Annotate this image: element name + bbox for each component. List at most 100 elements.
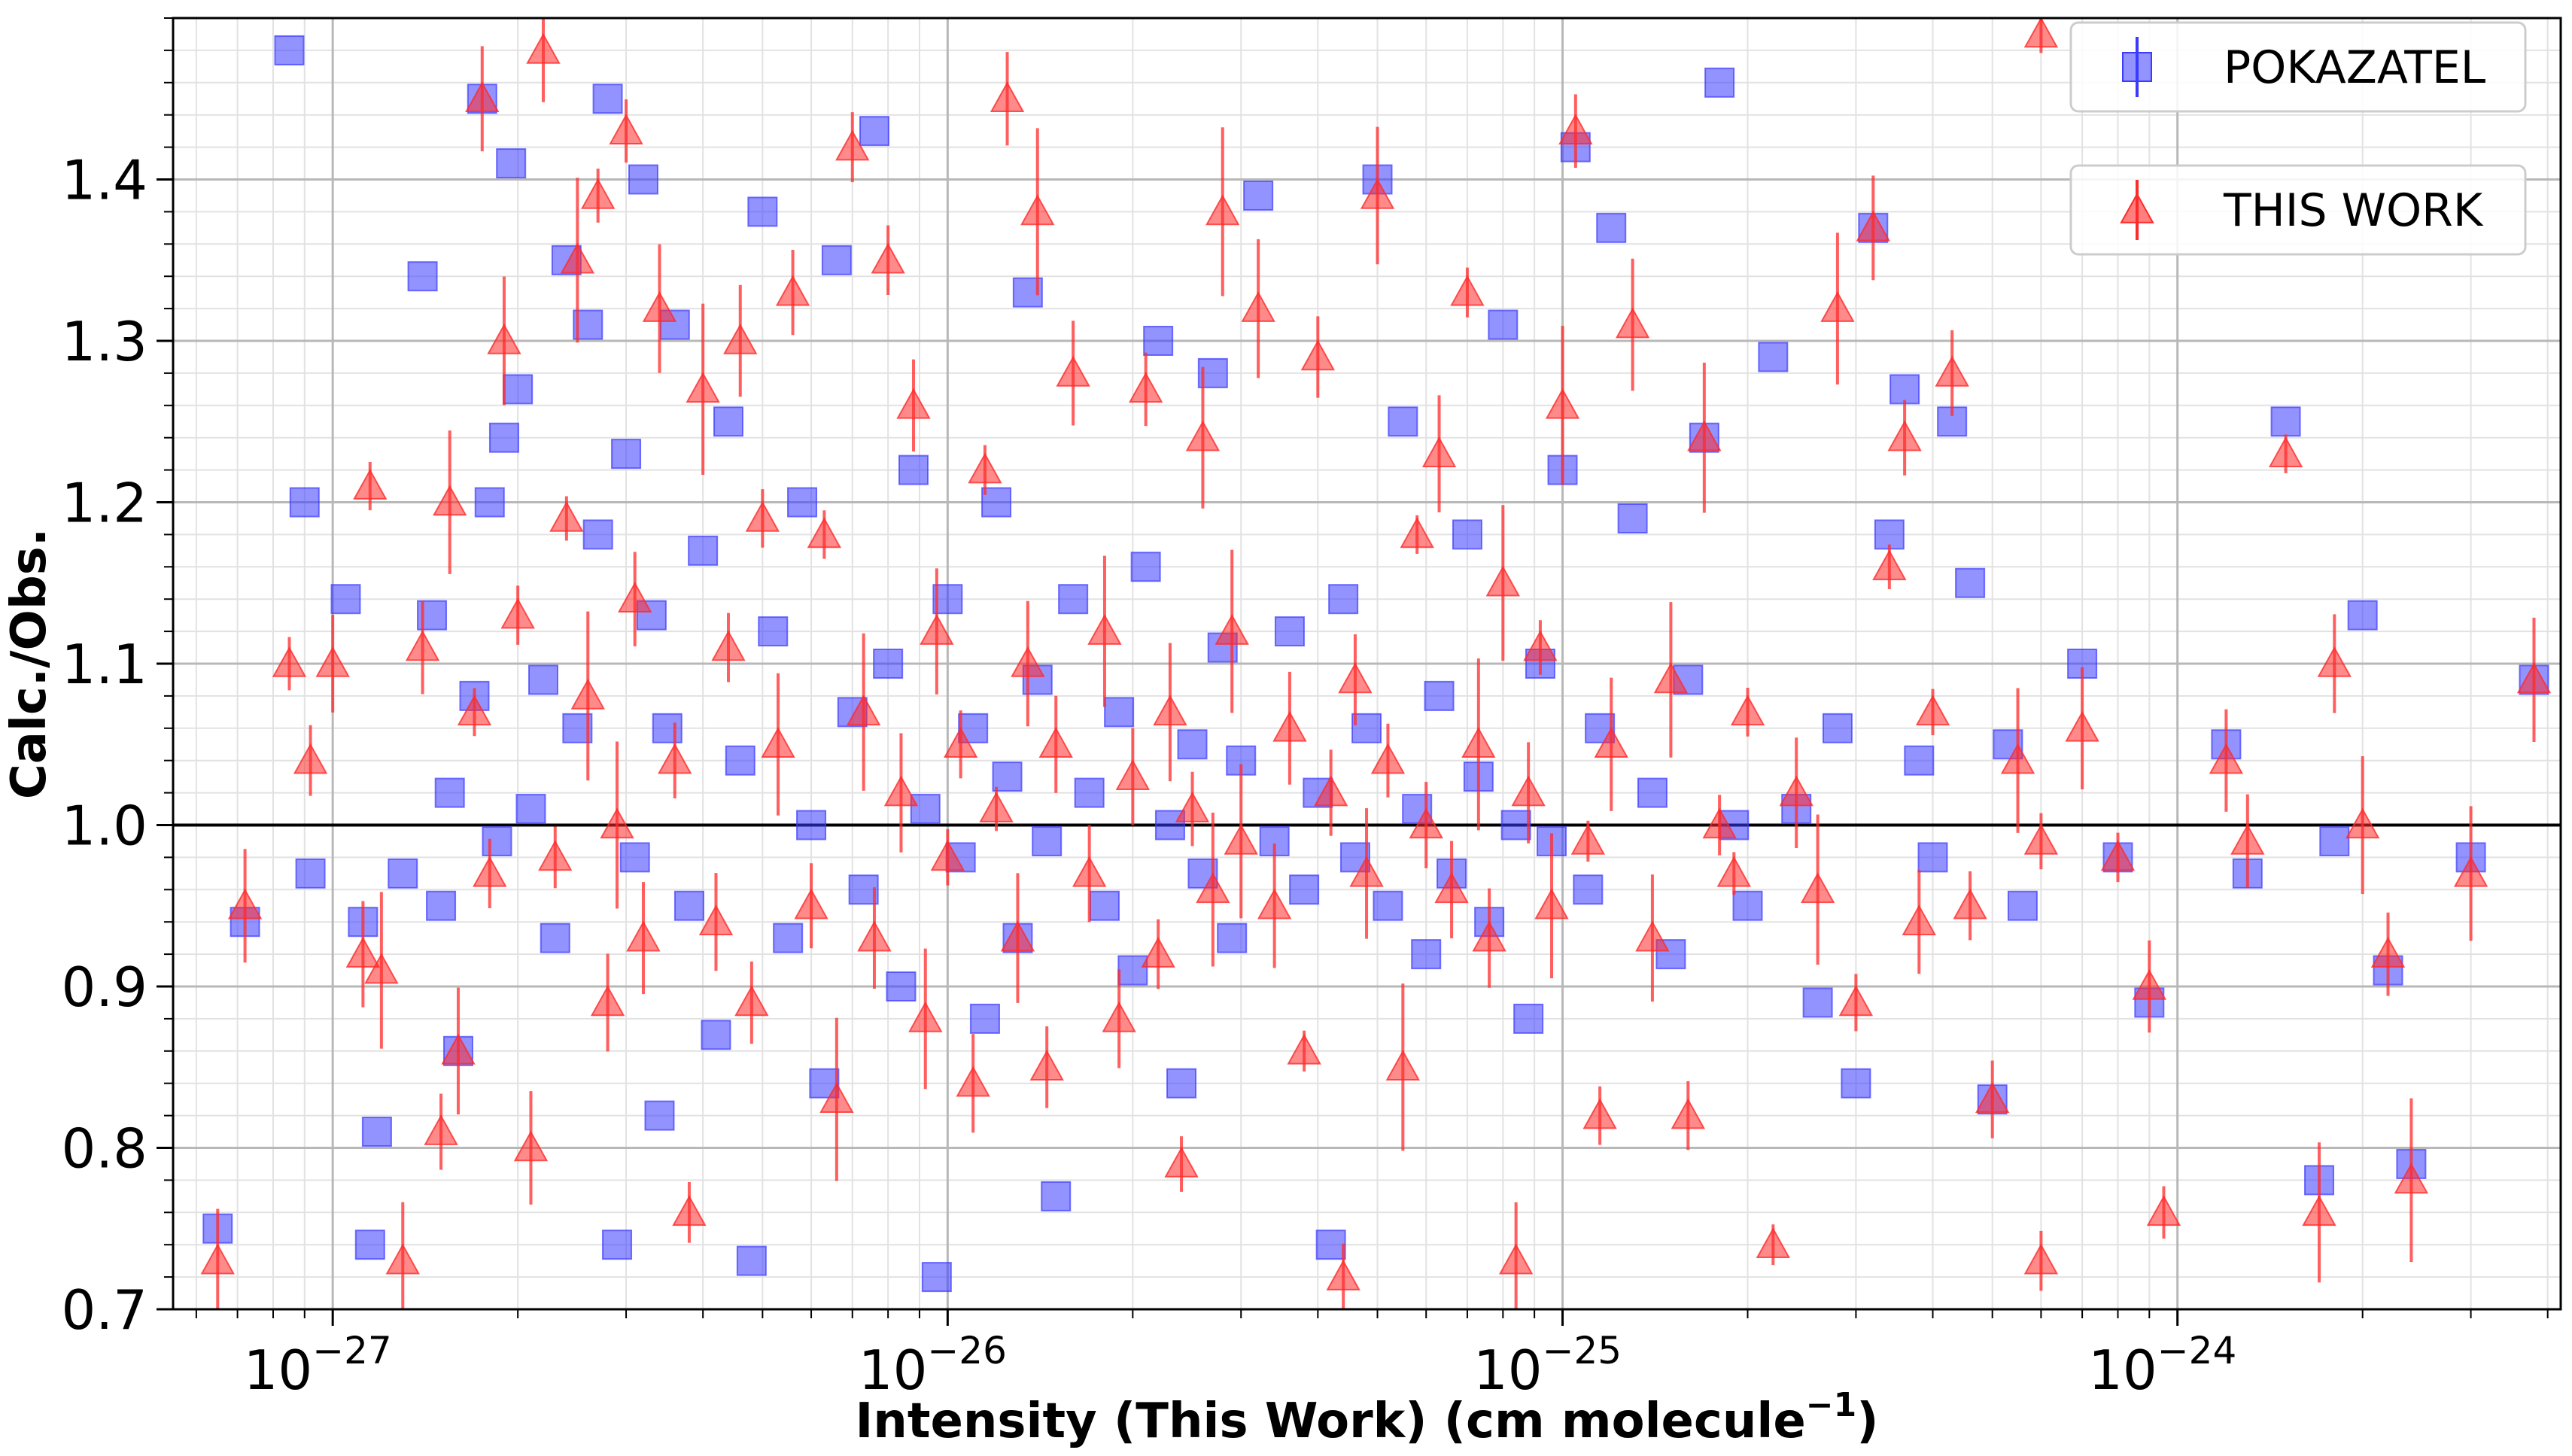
this-work-point — [1128, 372, 1163, 403]
this-work-point — [1287, 1033, 1321, 1065]
this-work-point — [1434, 872, 1469, 904]
this-work-point — [1115, 759, 1151, 790]
x-tick-label-base: 10 — [2088, 1339, 2157, 1402]
this-work-point — [956, 1065, 990, 1097]
this-work-point — [1671, 1098, 1706, 1129]
this-work-point — [353, 468, 388, 500]
this-work-point — [1498, 1243, 1534, 1275]
pokazatel-point — [1841, 1068, 1871, 1099]
this-work-point — [1800, 872, 1835, 904]
this-work-point — [1196, 872, 1230, 904]
this-work-point — [642, 291, 677, 322]
this-work-point — [1185, 420, 1221, 451]
pokazatel-point — [488, 422, 519, 453]
y-tick-label: 1.0 — [61, 795, 147, 858]
this-work-point — [345, 937, 381, 968]
y-tick-label: 0.9 — [61, 956, 147, 1019]
this-work-point — [1935, 355, 1969, 387]
this-work-point — [819, 1082, 854, 1113]
x-tick-label-exponent: −27 — [312, 1329, 392, 1372]
this-work-point — [1056, 355, 1090, 387]
this-work-point — [1153, 695, 1187, 726]
this-work-point — [560, 242, 595, 274]
this-work-point — [2345, 807, 2380, 839]
this-work-point — [1224, 823, 1258, 855]
this-work-point — [920, 614, 954, 645]
pokazatel-point — [1351, 713, 1382, 743]
pokazatel-point — [1154, 810, 1185, 840]
this-work-point — [1779, 775, 1813, 807]
this-work-point — [846, 695, 881, 726]
pokazatel-point — [295, 858, 326, 889]
x-tick-label-base: 10 — [859, 1339, 928, 1402]
this-work-point — [272, 646, 307, 677]
pokazatel-point — [1166, 1068, 1197, 1099]
this-work-point — [930, 840, 965, 871]
y-tick-label: 0.7 — [61, 1278, 147, 1342]
pokazatel-point — [503, 374, 534, 405]
this-work-point — [315, 646, 350, 677]
pokazatel-point — [673, 890, 704, 921]
pokazatel-point — [1889, 374, 1920, 405]
x-tick-label-exponent: −26 — [927, 1329, 1007, 1372]
this-work-point — [580, 178, 616, 209]
this-work-point — [609, 114, 643, 144]
this-work-point — [433, 485, 467, 516]
pokazatel-point — [1917, 842, 1948, 873]
pokazatel-point — [289, 487, 320, 518]
this-work-point — [1702, 807, 1737, 839]
pokazatel-point — [652, 713, 683, 743]
pokazatel-point — [330, 584, 361, 615]
pokazatel-point — [1732, 890, 1763, 921]
this-work-point — [1038, 727, 1073, 758]
x-tick-label-exponent: −25 — [1543, 1329, 1622, 1372]
this-work-point — [1205, 194, 1240, 226]
this-work-point — [1461, 727, 1496, 758]
x-tick-label-base: 10 — [244, 1339, 313, 1402]
pokazatel-point — [1802, 987, 1833, 1018]
this-work-point — [723, 323, 758, 354]
pokazatel-point — [2007, 890, 2038, 921]
pokazatel-point — [1704, 67, 1735, 98]
this-work-point — [1523, 630, 1558, 661]
this-work-point — [1570, 823, 1606, 855]
this-work-point — [896, 388, 931, 419]
this-work-point — [570, 678, 605, 710]
x-tick-label: 10−24 — [2088, 1329, 2236, 1402]
legend-triangle-marker — [2120, 192, 2154, 223]
pokazatel-point — [1617, 503, 1648, 533]
pokazatel-point — [274, 35, 305, 65]
this-work-point — [2209, 743, 2244, 774]
pokazatel-point — [1058, 584, 1089, 615]
this-work-point — [2317, 646, 2352, 677]
this-work-point — [2453, 856, 2488, 887]
this-work-point — [1511, 775, 1546, 807]
this-work-point — [1141, 937, 1175, 968]
this-work-point — [1360, 178, 1395, 209]
this-work-point — [1087, 614, 1122, 645]
this-work-point — [600, 807, 634, 839]
this-work-point — [857, 920, 892, 952]
pokazatel-point — [1955, 567, 1986, 598]
pokazatel-point — [515, 794, 546, 825]
x-axis-title-close: ) — [1856, 1394, 1878, 1449]
pokazatel-point — [1074, 777, 1105, 808]
this-work-point — [871, 242, 905, 274]
this-work-point — [2065, 710, 2099, 742]
this-work-point — [1594, 727, 1628, 758]
this-work-point — [2146, 1195, 2181, 1227]
this-work-point — [526, 32, 561, 64]
pokazatel-point — [644, 1100, 675, 1131]
this-work-point — [1000, 920, 1035, 952]
x-tick-label-base: 10 — [1473, 1339, 1543, 1402]
pokazatel-point — [2319, 825, 2350, 856]
this-work-point — [1635, 920, 1670, 952]
this-work-point — [968, 452, 1002, 484]
pokazatel-point — [540, 923, 570, 953]
x-axis-title-text: Intensity (This Work) (cm molecule — [855, 1394, 1805, 1449]
pokazatel-point — [747, 196, 778, 227]
this-work-point — [2302, 1195, 2336, 1227]
pokazatel-point — [1573, 874, 1604, 905]
this-work-point — [2100, 840, 2136, 871]
